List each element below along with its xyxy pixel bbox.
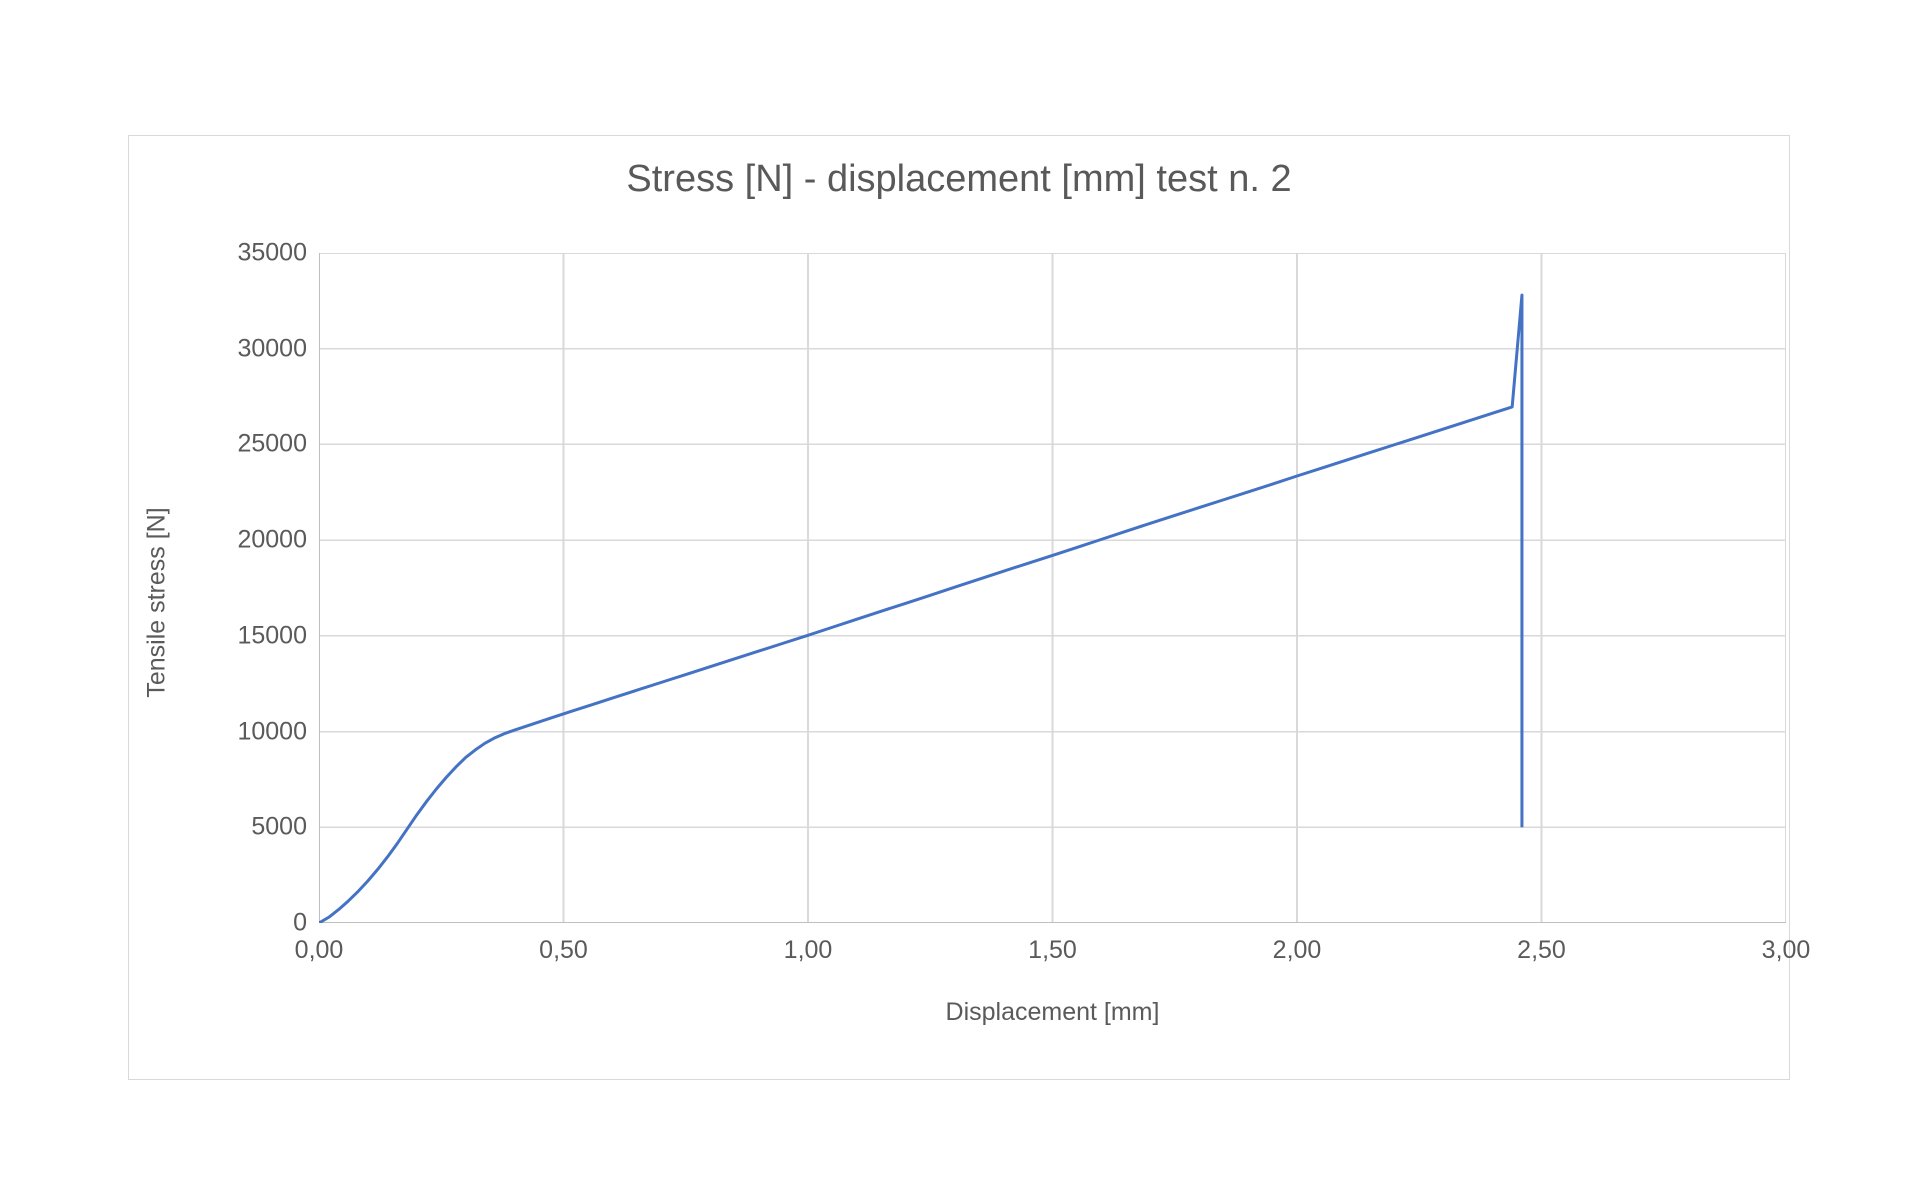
x-tick-label: 1,50 (1028, 936, 1077, 964)
x-tick-label: 2,00 (1272, 936, 1322, 964)
y-tick-label: 35000 (237, 238, 307, 267)
x-axis-title: Displacement [mm] (945, 998, 1160, 1026)
y-axis-tick-labels: 0 5000 10000 15000 20000 25000 30000 35000 (149, 239, 307, 937)
plot-area[interactable] (319, 253, 1786, 923)
y-tick-label: 10000 (237, 717, 307, 746)
chart-title[interactable]: Stress [N] - displacement [mm] test n. 2 (626, 158, 1292, 200)
series-path-0[interactable] (319, 293, 1524, 923)
y-tick-label: 20000 (237, 525, 307, 554)
y-tick-label: 30000 (237, 334, 307, 363)
x-tick-label: 3,00 (1761, 936, 1811, 964)
y-tick-label: 0 (293, 908, 307, 937)
grid-lines (319, 253, 1786, 923)
y-tick-label: 15000 (237, 621, 307, 650)
x-axis-tick-labels: 0,00 0,50 1,00 1,50 2,00 2,50 3,00 (295, 936, 1811, 976)
series-line (319, 293, 1524, 923)
x-tick-label: 1,00 (783, 936, 833, 964)
x-tick-label: 2,50 (1517, 936, 1566, 964)
x-tick-label: 0,00 (294, 936, 344, 964)
x-tick-label: 0,50 (539, 936, 588, 964)
plot-svg (319, 253, 1786, 923)
y-tick-label: 25000 (237, 429, 307, 458)
y-axis-title: Tensile stress [N] (142, 507, 171, 698)
chart-area[interactable]: Stress [N] - displacement [mm] test n. 2… (128, 135, 1811, 1080)
y-tick-label: 5000 (251, 812, 307, 841)
